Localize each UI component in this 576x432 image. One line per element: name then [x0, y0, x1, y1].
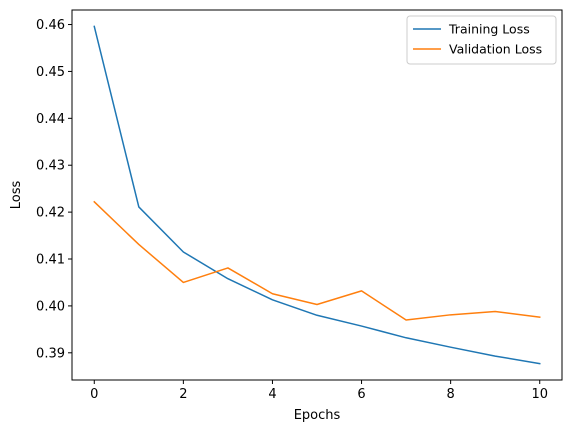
series-line-training-loss [93, 25, 541, 365]
y-axis-ticks: 0.39 0.40 0.41 0.42 0.43 0.44 0.45 0.46 [36, 18, 72, 361]
legend-label-training-loss: Training Loss [448, 22, 530, 37]
x-tick-label: 0 [90, 387, 98, 402]
x-axis-ticks: 0 2 4 6 8 10 [90, 380, 548, 402]
y-tick-label: 0.46 [36, 18, 65, 33]
legend-label-validation-loss: Validation Loss [449, 42, 542, 57]
y-tick-label: 0.44 [36, 112, 65, 127]
series-layer [93, 25, 541, 365]
y-axis-label: Loss [9, 181, 24, 210]
legend: Training Loss Validation Loss [406, 15, 557, 65]
x-tick-label: 4 [268, 387, 276, 402]
x-tick-label: 10 [531, 387, 548, 402]
y-tick-label: 0.43 [36, 159, 65, 174]
y-tick-label: 0.39 [36, 346, 65, 361]
x-axis-label: Epochs [294, 408, 341, 423]
x-tick-label: 8 [446, 387, 454, 402]
y-tick-label: 0.40 [36, 299, 65, 314]
y-tick-label: 0.45 [36, 65, 65, 80]
x-tick-label: 6 [357, 387, 365, 402]
x-tick-label: 2 [179, 387, 187, 402]
series-line-validation-loss [93, 200, 541, 321]
axes-frame [71, 9, 563, 381]
legend-box [406, 15, 557, 65]
y-tick-label: 0.42 [36, 206, 65, 221]
y-tick-label: 0.41 [36, 253, 65, 268]
